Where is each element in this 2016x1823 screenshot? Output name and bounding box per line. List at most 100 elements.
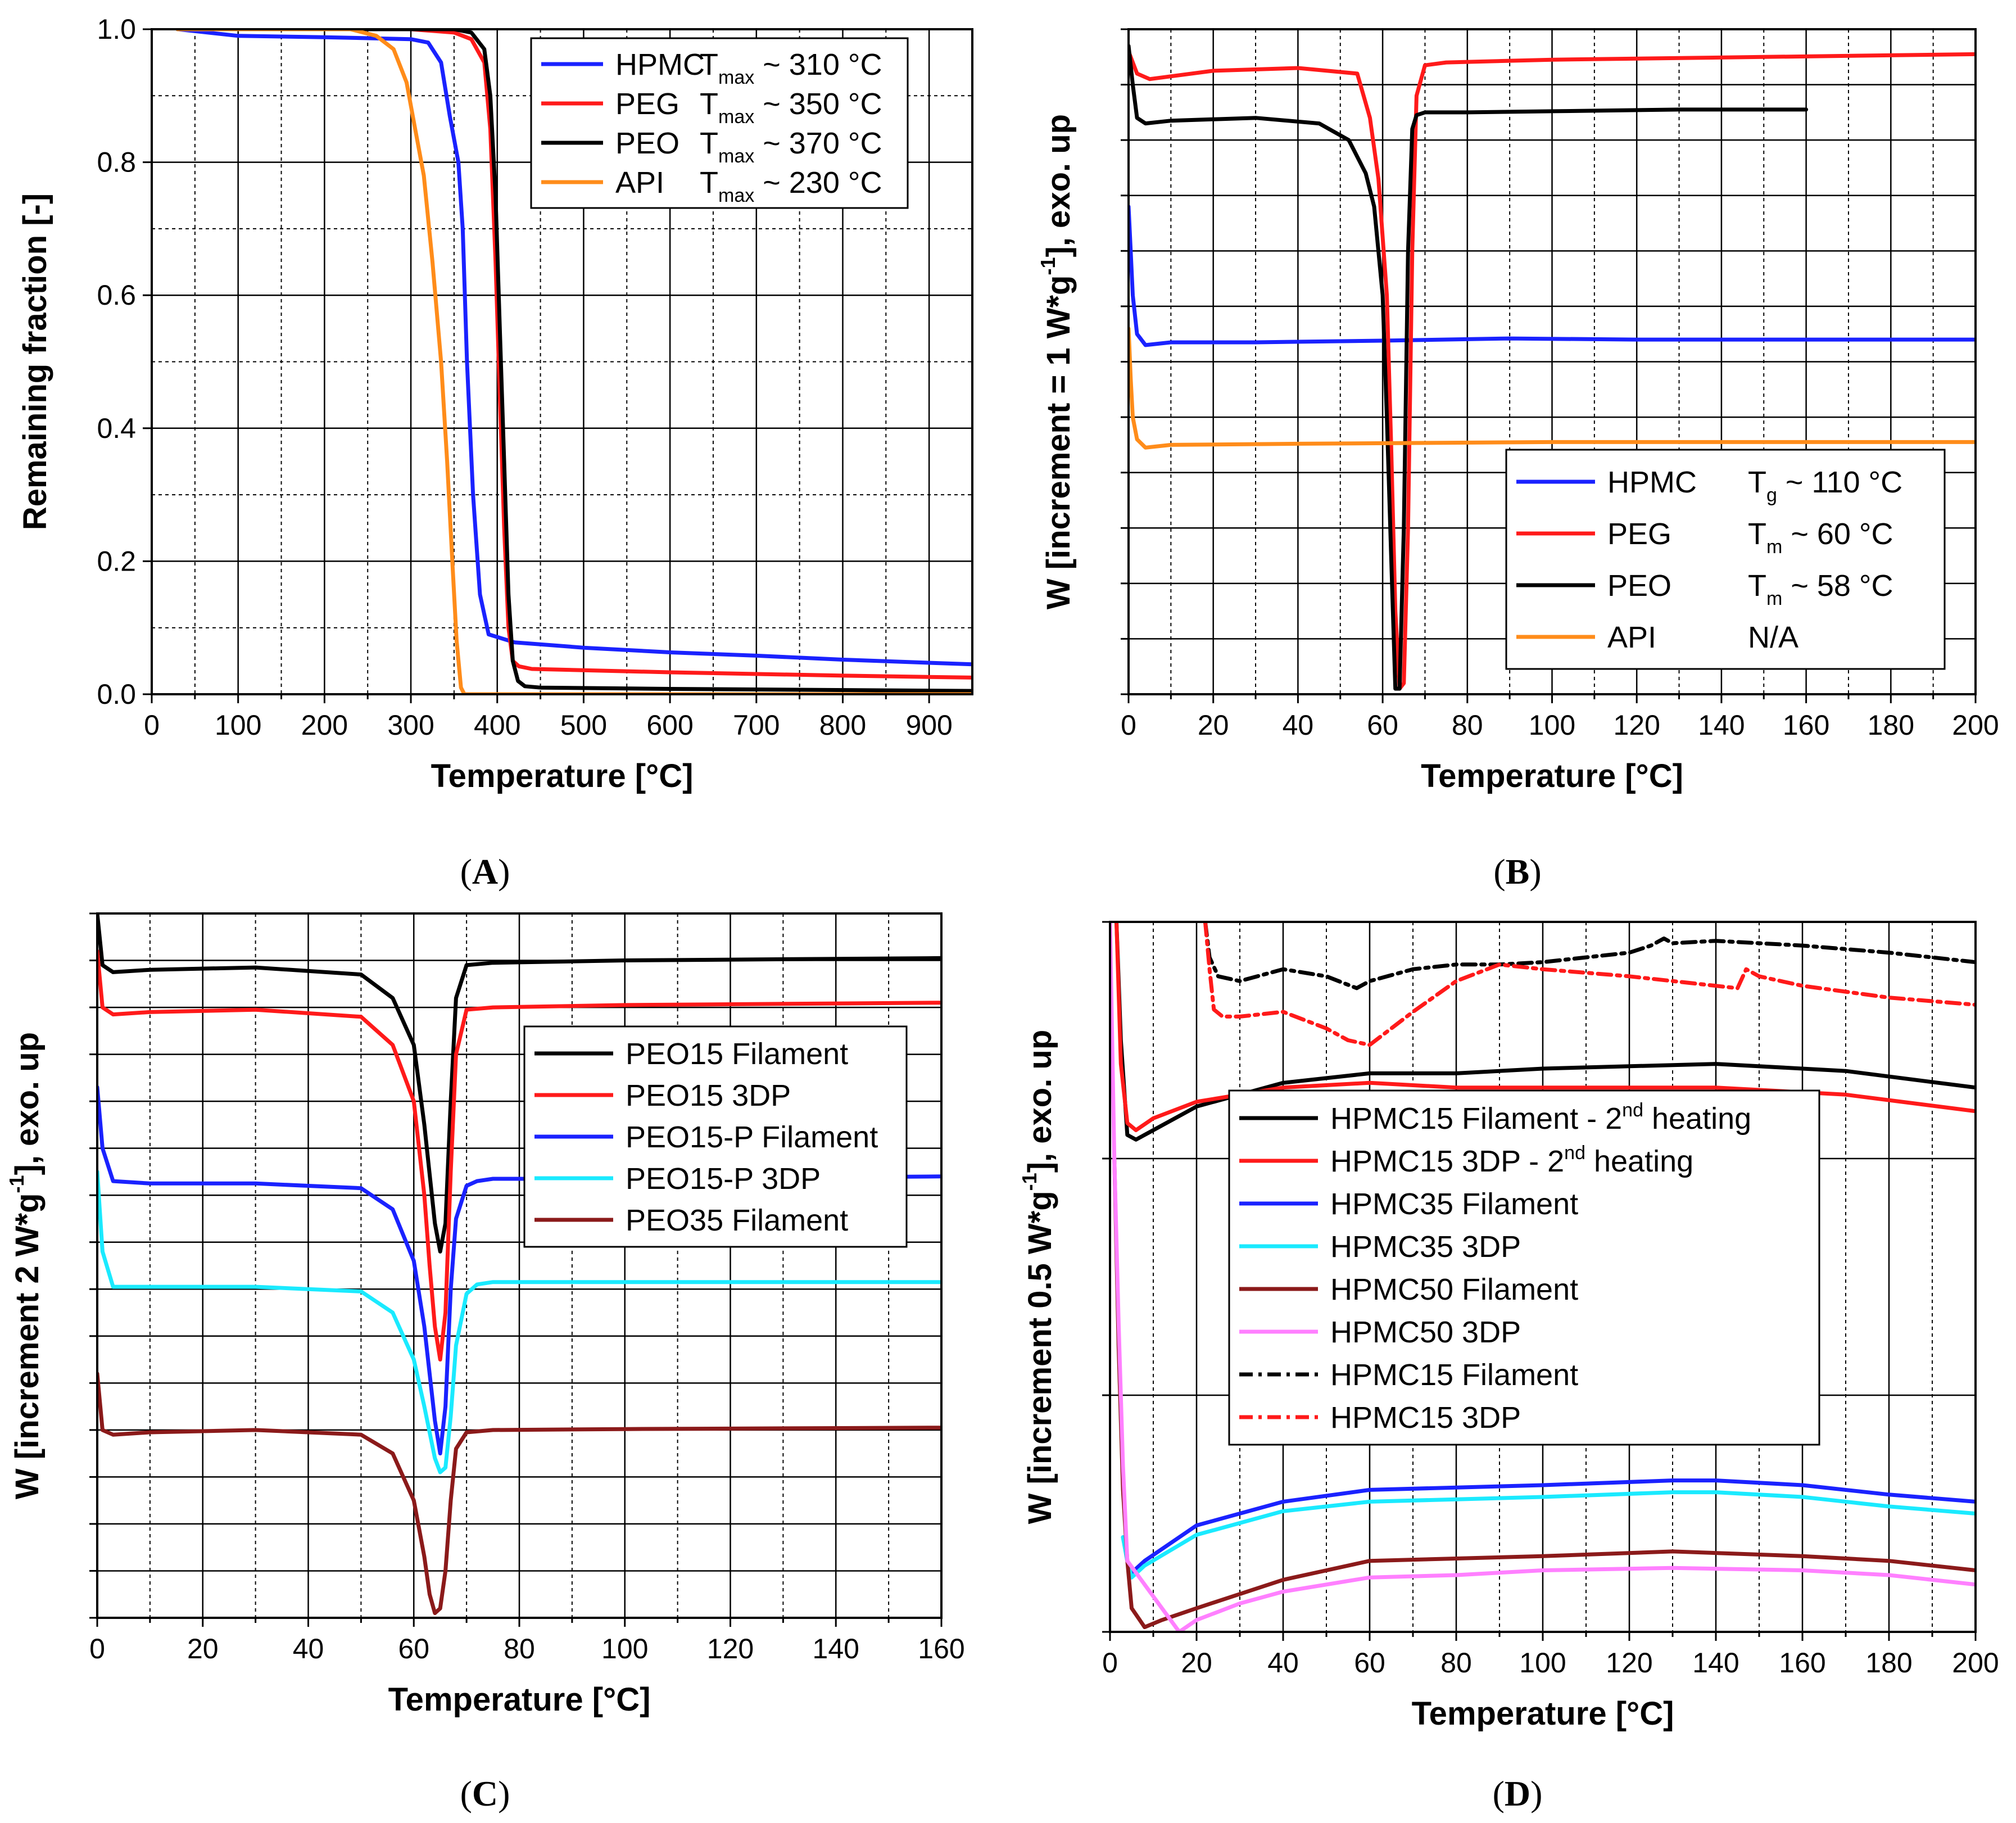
series-line-c-3 <box>97 1169 941 1474</box>
x-ticks-a: 0 100 200 300 400 500 600 700 800 900 <box>144 694 953 741</box>
series-line-d-5 <box>1110 922 1976 1632</box>
series-line-a-3 <box>175 29 972 694</box>
legend-label-d-0: HPMC15 Filament - 2nd heating <box>1330 1100 1751 1136</box>
x-axis-label-c: Temperature [°C] <box>388 1681 651 1718</box>
panel-label-a: (A) <box>460 852 510 892</box>
legend-value-a-3: Tmax ~ 230 °C <box>700 166 882 206</box>
y-ticks-a: 0.0 0.2 0.4 0.6 0.8 1.0 <box>97 13 152 710</box>
legend-label-b-0: HPMC <box>1607 465 1697 499</box>
legend-label-c-3: PEO15-P 3DP <box>626 1162 821 1196</box>
legend-label-a-0: HPMC <box>615 48 705 82</box>
y-tick-label: 0.6 <box>97 279 136 311</box>
series-line-a-2 <box>175 29 972 693</box>
legend-box-b <box>1505 449 1946 670</box>
x-tick-label: 80 <box>1440 1647 1472 1679</box>
x-tick-label: 140 <box>1692 1647 1739 1679</box>
x-tick-label: 60 <box>1354 1647 1385 1679</box>
series-group-c <box>97 913 941 1616</box>
series-line-d-1 <box>1115 922 1976 1132</box>
x-tick-label: 60 <box>398 1633 429 1664</box>
legend-value-a-2: Tmax ~ 370 °C <box>700 126 882 167</box>
series-line-c-1 <box>97 949 941 1362</box>
x-tick-label: 300 <box>387 709 434 741</box>
x-tick-label: 20 <box>1198 709 1229 741</box>
x-tick-label: 40 <box>293 1633 324 1664</box>
x-tick-label: 200 <box>301 709 348 741</box>
legend-value-a-0: Tmax ~ 310 °C <box>700 48 882 88</box>
y-tick-label: 0.8 <box>97 147 136 178</box>
y-axis-label-d: W [increment 0.5 W*g-1], exo. up <box>1018 1030 1058 1525</box>
x-tick-label: 400 <box>474 709 520 741</box>
legend-label-d-2: HPMC35 Filament <box>1330 1187 1578 1221</box>
x-tick-label: 140 <box>813 1633 859 1664</box>
x-tick-label: 20 <box>187 1633 219 1664</box>
y-axis-label-b: W [increment = 1 W*g-1], exo. up <box>1036 114 1077 609</box>
series-line-c-2 <box>97 1085 941 1456</box>
x-tick-label: 500 <box>560 709 607 741</box>
legend-label-b-2: PEO <box>1607 569 1671 603</box>
legend-box-d <box>1228 1089 1820 1446</box>
series-group-a <box>175 29 972 694</box>
legend-label-d-6: HPMC15 Filament <box>1330 1358 1578 1392</box>
y-tick-label: 0.0 <box>97 678 136 710</box>
y-ticks-c <box>89 912 97 1619</box>
y-tick-label: 0.4 <box>97 413 136 444</box>
series-line-a-1 <box>175 29 972 680</box>
plot-frame-a <box>151 28 973 695</box>
legend-value-b-0: Tg ~ 110 °C <box>1748 465 1902 506</box>
series-line-c-4 <box>97 1372 941 1616</box>
x-tick-label: 0 <box>1121 709 1136 741</box>
x-axis-label-d: Temperature [°C] <box>1412 1695 1674 1732</box>
grid-c <box>97 913 941 1618</box>
x-tick-label: 180 <box>1865 1647 1912 1679</box>
x-tick-label: 800 <box>819 709 866 741</box>
legend-label-d-1: HPMC15 3DP - 2nd heating <box>1330 1142 1693 1178</box>
legend-label-b-3: API <box>1607 621 1656 654</box>
legend-label-c-1: PEO15 3DP <box>626 1079 791 1112</box>
x-tick-label: 700 <box>733 709 780 741</box>
x-tick-label: 180 <box>1868 709 1914 741</box>
legend-label-a-3: API <box>615 166 664 200</box>
x-tick-label: 140 <box>1698 709 1745 741</box>
legend-box-a <box>530 37 909 209</box>
series-line-d-3 <box>1121 1490 1976 1580</box>
y-tick-label: 0.2 <box>97 545 136 577</box>
legend-label-d-4: HPMC50 Filament <box>1330 1273 1578 1306</box>
legend-label-a-1: PEG <box>615 87 679 121</box>
panel-label-c: (C) <box>460 1774 510 1813</box>
legend-label-c-0: PEO15 Filament <box>626 1037 848 1071</box>
legend-label-d-5: HPMC50 3DP <box>1330 1315 1521 1349</box>
legend-value-b-2: Tm ~ 58 °C <box>1748 569 1893 609</box>
legend-d: HPMC15 Filament - 2nd heating HPMC15 3DP … <box>1228 1089 1820 1446</box>
x-tick-label: 20 <box>1181 1647 1212 1679</box>
legend-label-d-3: HPMC35 3DP <box>1330 1230 1521 1264</box>
x-tick-label: 160 <box>1783 709 1829 741</box>
series-line-c-0 <box>97 913 941 1254</box>
series-line-d-6 <box>1203 922 1976 990</box>
panel-b: 0 20 40 60 80 100 120 140 160 180 200 Temperature [… <box>1036 28 1999 794</box>
legend-b: HPMC Tg ~ 110 °C PEG Tm ~ 60 °C PEO Tm ~ 58 °… <box>1505 449 1946 670</box>
x-tick-label: 100 <box>1519 1647 1566 1679</box>
legend-label-d-7: HPMC15 3DP <box>1330 1401 1521 1435</box>
x-tick-label: 0 <box>1102 1647 1118 1679</box>
x-axis-label-a: Temperature [°C] <box>431 758 694 794</box>
series-group-b <box>1129 44 1976 691</box>
x-tick-label: 60 <box>1367 709 1398 741</box>
x-tick-label: 200 <box>1952 1647 1999 1679</box>
legend-label-c-4: PEO35 Filament <box>626 1204 848 1237</box>
panel-label-d: (D) <box>1493 1774 1543 1813</box>
x-tick-label: 160 <box>918 1633 964 1664</box>
y-axis-label-c: W [increment 2 W*g-1], exo. up <box>5 1032 46 1499</box>
x-ticks-d: 0 20 40 60 80 100 120 140 160 180 200 <box>1102 1632 1999 1679</box>
legend-value-b-3: N/A <box>1748 621 1798 654</box>
panel-c: 0 20 40 60 80 100 120 140 160 Temperature [°C] W [… <box>5 912 965 1718</box>
x-tick-label: 100 <box>215 709 261 741</box>
x-tick-label: 200 <box>1952 709 1999 741</box>
x-ticks-b: 0 20 40 60 80 100 120 140 160 180 200 <box>1121 694 1999 741</box>
series-line-d-0 <box>1115 922 1976 1142</box>
series-line-b-0 <box>1129 205 1976 347</box>
y-tick-label: 1.0 <box>97 13 136 45</box>
series-group-d <box>1110 922 1976 1632</box>
